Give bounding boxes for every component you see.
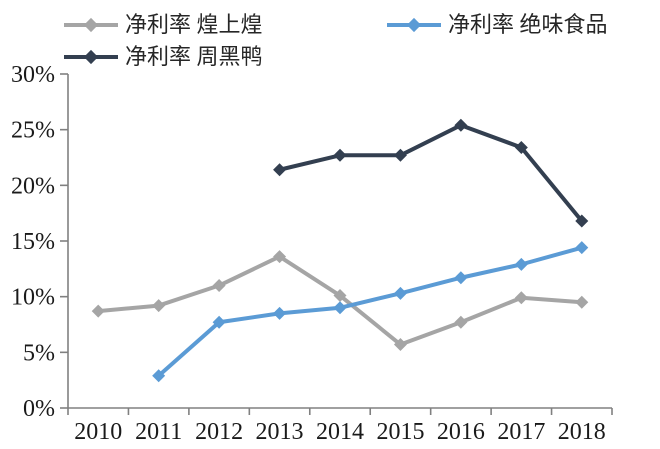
series-1-marker-icon — [273, 163, 287, 177]
y-tick-label: 5% — [23, 340, 55, 366]
legend-item-juewei: 净利率 绝味食品 — [387, 13, 608, 37]
x-tick-label: 2018 — [558, 419, 606, 445]
x-tick-label: 2016 — [437, 419, 485, 445]
x-tick-label: 2012 — [195, 419, 243, 445]
series-2-marker-icon — [514, 257, 528, 271]
series-2-marker-icon — [212, 315, 226, 329]
y-tick-label: 25% — [11, 118, 55, 144]
series-2-marker-icon — [454, 271, 468, 285]
series-0-marker-icon — [333, 289, 347, 303]
y-tick-label: 10% — [11, 285, 55, 311]
legend-line-blue-icon — [387, 17, 441, 33]
legend-diamond-navy-icon — [83, 49, 99, 65]
y-tick-label: 0% — [23, 396, 55, 422]
legend-diamond-blue-icon — [406, 17, 422, 33]
series-0-marker-icon — [514, 291, 528, 305]
x-tick-label: 2011 — [135, 419, 182, 445]
legend-line-gray-icon — [64, 17, 118, 33]
legend-diamond-gray-icon — [83, 17, 99, 33]
legend-item-huangshanghuang: 净利率 煌上煌 — [64, 13, 263, 37]
series-1-marker-icon — [454, 118, 468, 132]
series-2-line — [157, 245, 583, 378]
series-0-marker-icon — [212, 279, 226, 293]
series-0-marker-icon — [575, 295, 589, 309]
legend-item-zhouheiya: 净利率 周黑鸭 — [64, 45, 263, 69]
series-1-marker-icon — [575, 214, 589, 228]
series-1-marker-icon — [393, 148, 407, 162]
series-1-marker-icon — [514, 140, 528, 154]
x-tick-label: 2017 — [497, 419, 545, 445]
series-2-marker-icon — [393, 286, 407, 300]
legend-label-zhouheiya: 净利率 周黑鸭 — [125, 44, 263, 69]
series-1-marker-icon — [333, 148, 347, 162]
series-0-marker-icon — [393, 338, 407, 352]
y-tick-label: 30% — [11, 62, 55, 88]
series-0-marker-icon — [91, 304, 105, 318]
series-0-marker-icon — [152, 299, 166, 313]
series-2-marker-icon — [273, 306, 287, 320]
y-axis: 0% 5% 10% 15% 20% 25% 30% — [11, 62, 68, 422]
series-2-marker-icon — [333, 301, 347, 315]
series-0 — [91, 250, 589, 352]
series-2-marker-icon — [152, 369, 166, 383]
x-tick-label: 2010 — [74, 419, 122, 445]
x-axis: 2010 2011 2012 2013 2014 2015 2016 2017 2018 — [67, 408, 613, 445]
x-tick-label: 2014 — [316, 419, 364, 445]
series-0-marker-icon — [454, 315, 468, 329]
x-tick-label: 2013 — [256, 419, 304, 445]
x-tick-label: 2015 — [376, 419, 424, 445]
series-0-marker-icon — [273, 250, 287, 264]
legend-label-juewei: 净利率 绝味食品 — [448, 12, 608, 37]
y-tick-label: 15% — [11, 229, 55, 255]
series-2 — [152, 241, 589, 383]
series-2-marker-icon — [575, 241, 589, 255]
series-1-line — [279, 123, 584, 223]
y-tick-label: 20% — [11, 173, 55, 199]
series-1 — [273, 118, 589, 228]
legend-label-huangshanghuang: 净利率 煌上煌 — [125, 12, 263, 37]
legend-line-navy-icon — [64, 49, 118, 65]
